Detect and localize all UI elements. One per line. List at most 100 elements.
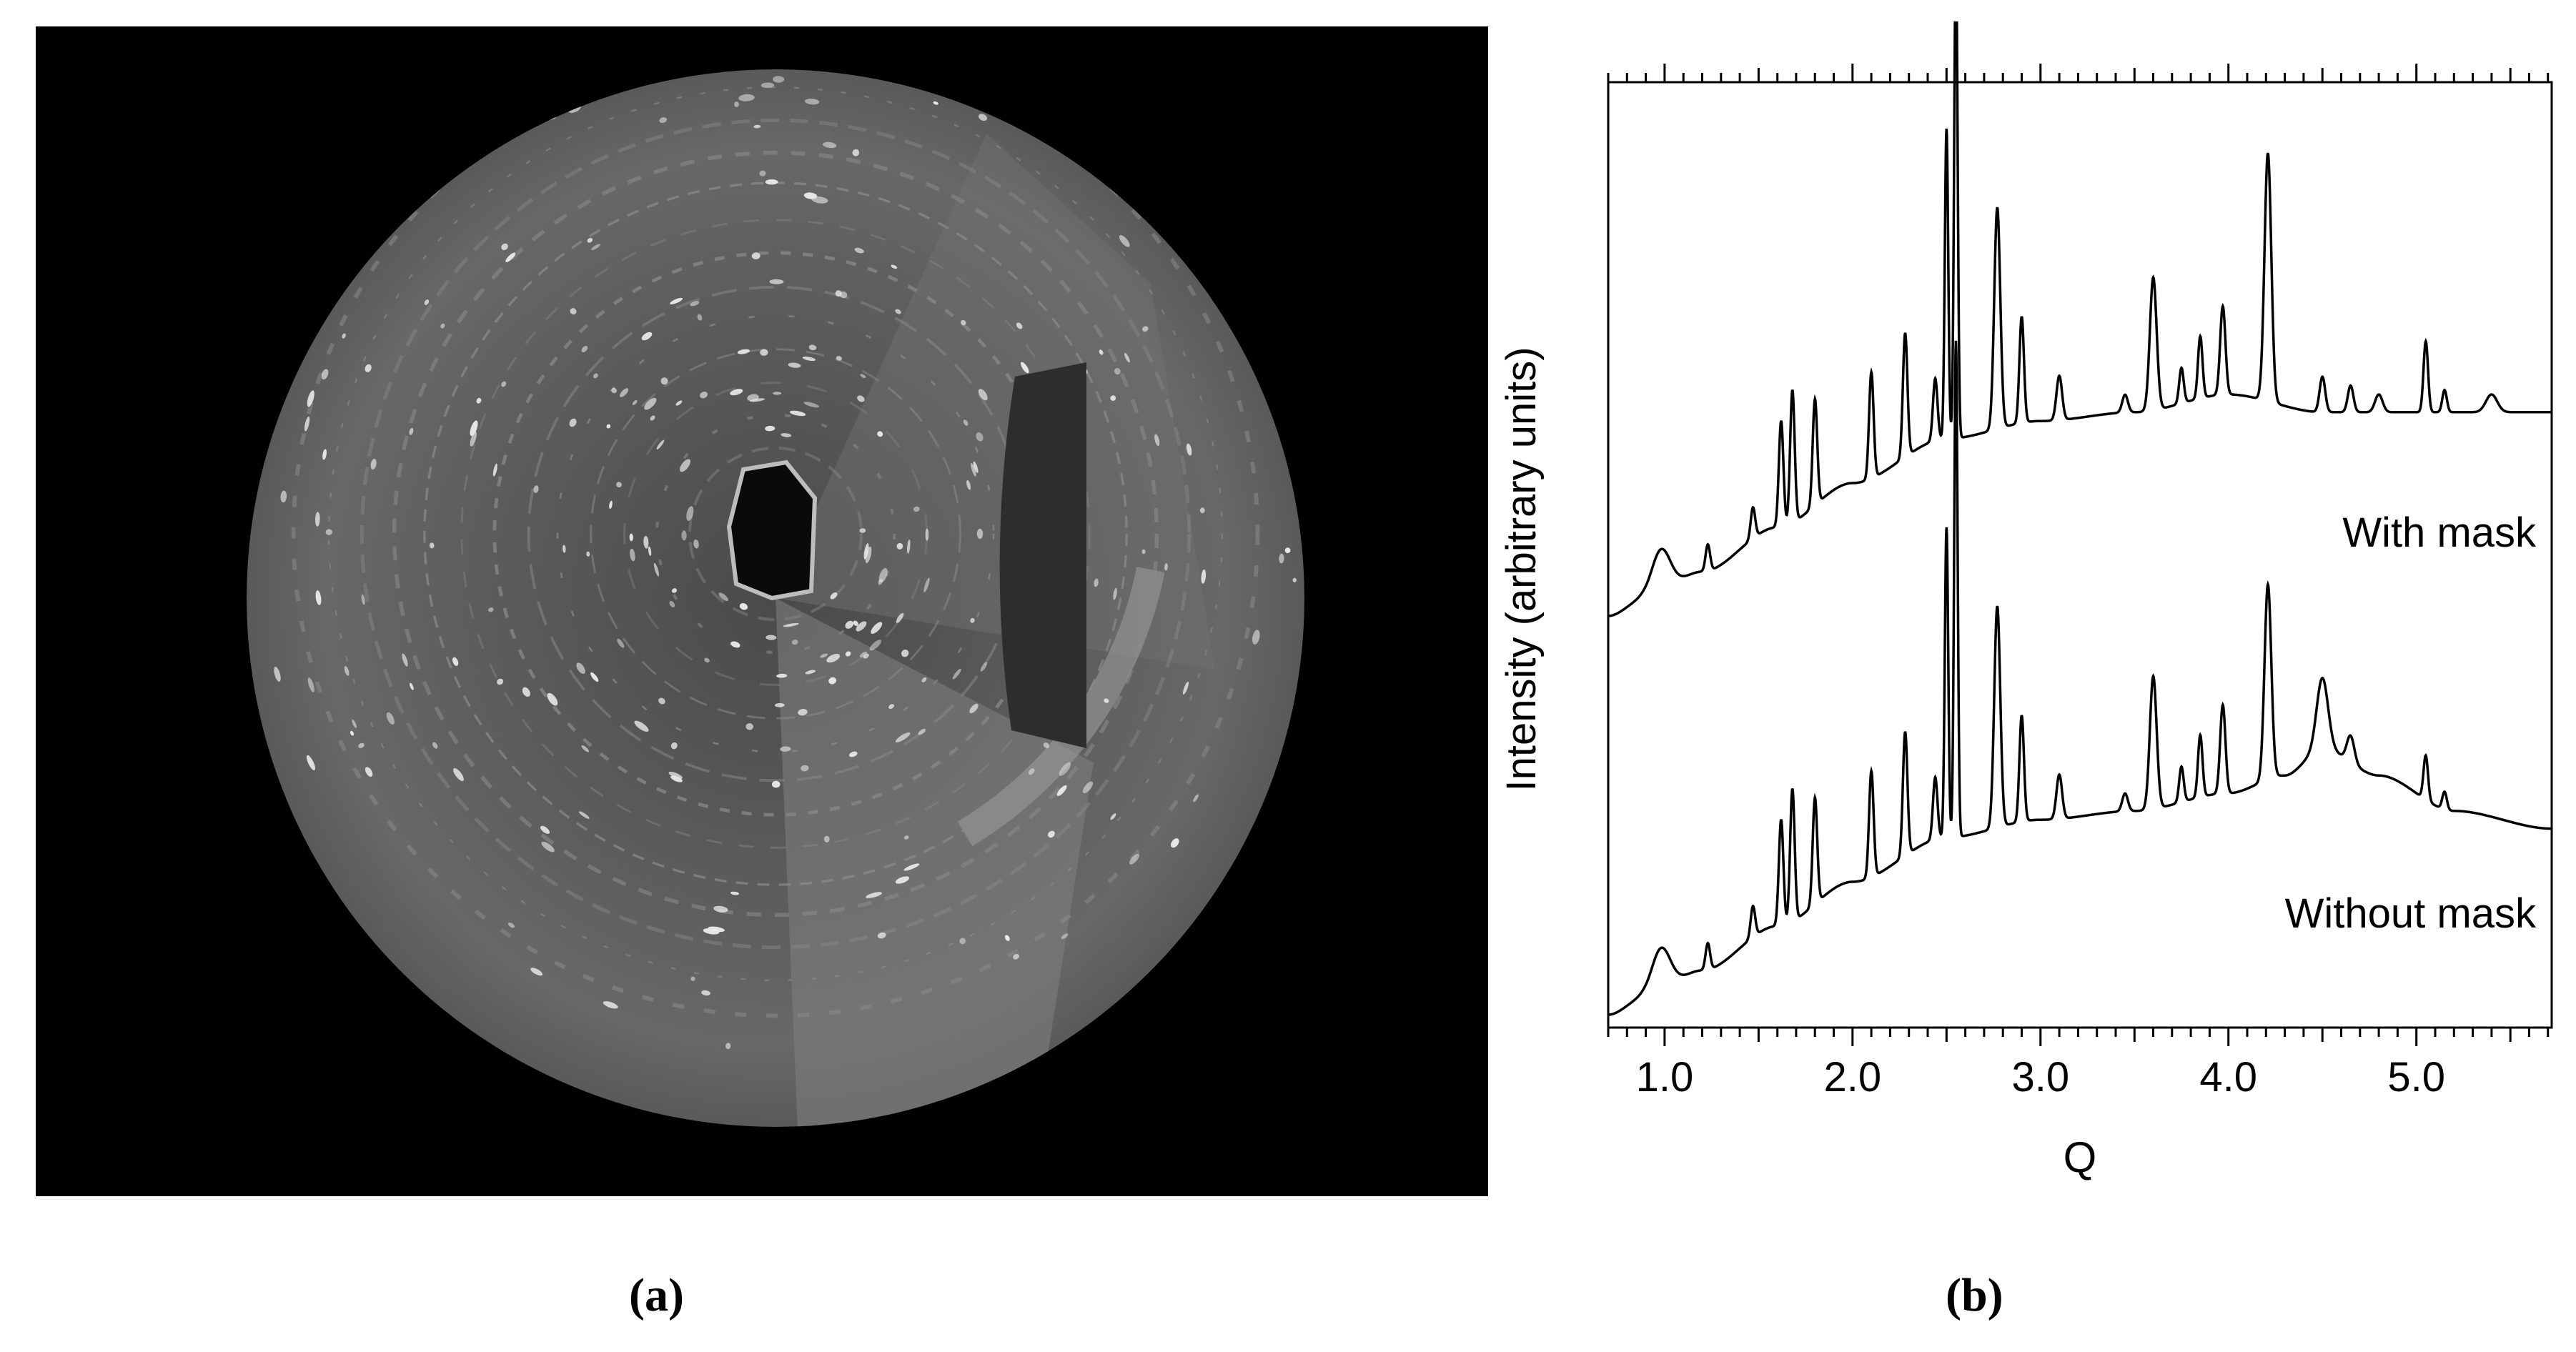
diffraction-spot	[780, 746, 791, 752]
diffraction-spot	[823, 835, 830, 842]
diffraction-spot	[1142, 326, 1149, 332]
diffraction-spot	[713, 905, 728, 913]
diffraction-spot	[801, 765, 809, 772]
diffraction-spot	[563, 545, 566, 553]
diffraction-spot	[765, 179, 778, 185]
diffraction-spot	[751, 252, 761, 259]
diffraction-spot	[913, 506, 920, 512]
diffraction-spot	[581, 745, 590, 752]
diffraction-spot	[1113, 587, 1117, 600]
diffraction-spot	[708, 926, 725, 933]
diffraction-spot	[836, 356, 842, 361]
x-tick-label: 2.0	[1823, 1054, 1881, 1100]
diffraction-spot	[304, 416, 310, 432]
diffraction-spot	[761, 82, 775, 89]
diffraction-spot	[681, 530, 687, 541]
x-tick-labels: 1.0 2.0 3.0 4.0 5.0	[1636, 1054, 2445, 1100]
diffraction-spot	[690, 301, 700, 307]
diffraction-spot	[704, 657, 710, 663]
diffraction-spot	[734, 101, 739, 107]
diffraction-spot	[826, 654, 841, 663]
diffraction-spot	[976, 528, 984, 540]
diffraction-spot	[852, 149, 860, 156]
caption-a: (a)	[629, 1269, 684, 1321]
diffraction-spot	[769, 279, 784, 284]
diffraction-spot	[781, 433, 792, 437]
diffraction-spot	[1154, 434, 1160, 447]
diffraction-spot	[737, 349, 750, 354]
diffraction-spot	[440, 323, 445, 329]
diffraction-spot	[342, 333, 346, 339]
diffraction-spot	[492, 463, 497, 477]
diffraction-spot	[488, 607, 494, 612]
diffraction-spot	[1124, 352, 1130, 363]
top-axis-ticks	[1607, 64, 2550, 82]
diffraction-spot	[609, 500, 613, 510]
diffraction-spot	[533, 485, 539, 493]
diffraction-spot	[501, 381, 507, 387]
diffraction-spot	[315, 590, 322, 605]
diffraction-spot	[569, 418, 577, 427]
diffraction-spot	[386, 712, 395, 725]
diffraction-spot	[432, 742, 438, 749]
diffraction-spot	[901, 649, 909, 657]
diffraction-spot	[891, 264, 898, 269]
diffraction-spot	[869, 640, 881, 651]
diffraction-spot	[970, 617, 975, 623]
diffraction-spot	[686, 506, 694, 521]
diffraction-spot	[659, 117, 668, 124]
diffraction-spot	[671, 588, 677, 593]
diffraction-spot	[587, 237, 593, 243]
diffraction-spot	[1028, 768, 1035, 775]
diffraction-spot	[895, 309, 901, 314]
diffraction-spot	[653, 562, 659, 577]
diffraction-spot	[730, 389, 743, 396]
diffraction-spot	[1013, 953, 1019, 960]
x-axis-label: Q	[2064, 1133, 2097, 1181]
diffraction-spot	[670, 297, 683, 304]
diffraction-spot	[630, 548, 635, 562]
diffraction-spot	[969, 703, 979, 714]
diffraction-spot	[1061, 933, 1069, 940]
diffraction-spot	[1110, 813, 1116, 820]
diffraction-spot	[593, 373, 598, 379]
diffraction-spot	[865, 546, 872, 564]
diffraction-spot	[1170, 838, 1179, 848]
diffraction-spot	[675, 400, 683, 406]
diffraction-spot	[760, 349, 768, 356]
diffraction-spot	[730, 891, 740, 895]
diffraction-spot	[1284, 547, 1291, 554]
diffraction-spot	[718, 592, 728, 602]
diffraction-spot	[798, 709, 808, 716]
diffraction-spot	[453, 767, 464, 782]
diffraction-spot	[668, 771, 683, 780]
diffraction-spot	[541, 841, 555, 853]
diffraction-spot	[591, 244, 600, 251]
diffraction-spot	[505, 252, 516, 262]
diffraction-spot	[1182, 681, 1189, 695]
diffraction-spot	[452, 657, 459, 666]
diffraction-spot	[1043, 742, 1050, 749]
diffraction-spot	[617, 638, 625, 648]
diffraction-spot	[1104, 698, 1109, 703]
diffraction-spot	[903, 863, 920, 871]
diffraction-spot	[1047, 830, 1055, 838]
diffraction-spot	[1059, 762, 1071, 776]
diffraction-spot	[896, 612, 904, 623]
diffraction-spot	[658, 697, 665, 705]
diffraction-spot	[409, 427, 414, 435]
diffraction-spot	[358, 742, 365, 748]
diffraction-spot	[540, 825, 550, 834]
diffraction-spot	[620, 388, 629, 397]
diffraction-spot	[365, 767, 373, 777]
diffraction-spot	[845, 620, 854, 629]
diffraction-spot	[306, 755, 316, 770]
diffraction-spot	[771, 780, 781, 788]
x-tick-label: 3.0	[2011, 1054, 2069, 1100]
diffraction-spot	[530, 968, 543, 976]
diffraction-spot	[933, 101, 938, 105]
diffraction-spot	[680, 459, 690, 472]
series-label-without-mask: Without mask	[2285, 890, 2537, 937]
diffraction-spot	[497, 678, 504, 685]
diffraction-spot	[280, 490, 287, 503]
